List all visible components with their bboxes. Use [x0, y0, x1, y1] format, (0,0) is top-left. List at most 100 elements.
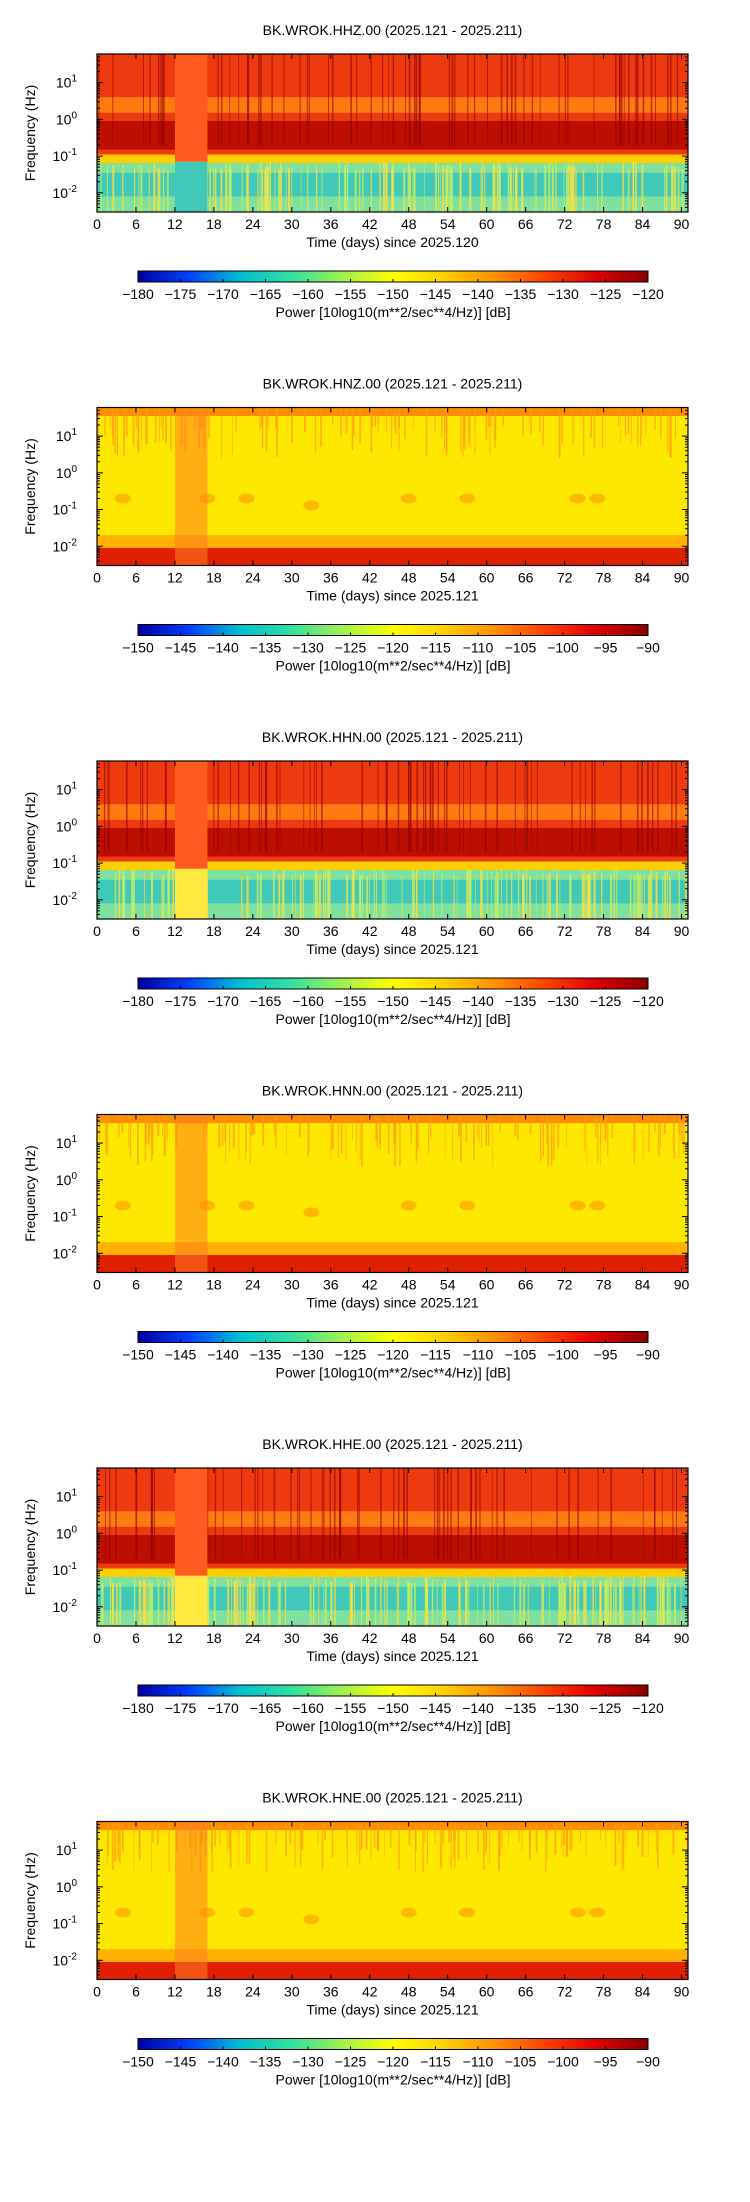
low-freq-streak: [465, 1581, 467, 1626]
colorbar-tick-label: −145: [165, 640, 197, 656]
low-freq-streak: [366, 876, 369, 919]
transient-streak: [458, 761, 460, 852]
low-freq-streak: [315, 166, 318, 212]
transient-streak: [129, 1114, 132, 1159]
transient-streak: [500, 54, 503, 145]
low-freq-streak: [338, 161, 340, 212]
low-freq-streak: [307, 163, 309, 212]
low-freq-streak: [386, 1580, 388, 1626]
low-freq-streak: [620, 1581, 623, 1626]
colorbar-tick-label: −95: [594, 2054, 618, 2070]
low-freq-streak: [354, 168, 357, 212]
low-freq-streak: [519, 1579, 522, 1626]
low-freq-streak: [613, 870, 615, 919]
low-freq-streak: [410, 1583, 413, 1626]
low-freq-streak: [542, 1582, 545, 1626]
low-freq-streak: [424, 164, 425, 212]
data-gap-upper: [174, 54, 208, 162]
transient-streak: [306, 54, 308, 145]
transient-streak: [376, 1114, 379, 1148]
x-tick-label: 42: [362, 216, 378, 232]
low-freq-streak: [678, 870, 680, 919]
x-tick-label: 0: [93, 1630, 101, 1646]
low-freq-streak: [583, 1581, 585, 1626]
transient-streak: [660, 407, 662, 439]
y-tick-label: 100: [56, 110, 78, 127]
low-freq-streak: [288, 167, 290, 212]
transient-streak: [220, 407, 222, 459]
low-freq-streak: [274, 164, 276, 212]
transient-streak: [672, 1821, 675, 1855]
transient-streak: [166, 1114, 168, 1139]
low-freq-streak: [325, 1579, 327, 1626]
transient-streak: [321, 1468, 323, 1559]
colorbar: −180 −175 −170 −165 −160 −155 −150 −145 −140 −135…: [122, 1684, 664, 1734]
low-freq-streak: [384, 874, 385, 919]
low-freq-streak: [368, 1579, 370, 1626]
x-tick-label: 66: [518, 1630, 534, 1646]
low-freq-streak: [123, 875, 126, 919]
transient-streak: [258, 54, 260, 145]
transient-streak: [487, 1114, 490, 1147]
x-tick-label: 90: [674, 1630, 690, 1646]
transient-streak: [564, 54, 566, 145]
transient-streak: [473, 54, 476, 145]
transient-streak: [320, 407, 322, 447]
low-freq-streak: [469, 871, 471, 919]
y-tick-label: 101: [56, 1488, 78, 1505]
transient-streak: [275, 1821, 277, 1846]
colorbar-tick-label: −130: [547, 1700, 579, 1716]
colorbar-tick-label: −145: [420, 286, 452, 302]
transient-streak: [168, 1821, 170, 1872]
low-freq-streak: [681, 169, 684, 212]
transient-streak: [393, 1114, 396, 1144]
transient-streak: [467, 54, 469, 145]
transient-streak: [149, 54, 151, 145]
transient-streak: [265, 1821, 268, 1872]
low-freq-streak: [375, 871, 377, 919]
low-freq-streak: [382, 868, 384, 919]
colorbar-tick-label: −100: [547, 1347, 579, 1363]
spectrogram-image: [97, 761, 688, 919]
transient-streak: [450, 1468, 452, 1559]
x-tick-label: 36: [323, 570, 339, 586]
low-freq-streak: [627, 169, 629, 212]
low-freq-streak: [526, 869, 528, 919]
transient-streak: [377, 407, 379, 432]
transient-streak: [635, 54, 637, 145]
transient-streak: [657, 1821, 659, 1869]
transient-streak: [146, 761, 149, 852]
transient-streak: [625, 1821, 627, 1850]
transient-streak: [249, 1114, 251, 1165]
low-freq-streak: [633, 1577, 635, 1626]
low-freq-streak: [114, 871, 117, 919]
transient-streak: [617, 407, 620, 427]
low-freq-streak: [100, 164, 102, 212]
x-tick-label: 18: [206, 1984, 222, 2000]
colorbar-tick-label: −155: [335, 286, 367, 302]
low-freq-streak: [630, 873, 632, 919]
low-freq-streak: [655, 871, 658, 919]
colorbar-tick-label: −170: [207, 993, 239, 1009]
low-freq-streak: [628, 165, 630, 212]
x-tick-label: 24: [245, 1277, 261, 1293]
low-freq-streak: [291, 167, 293, 212]
transient-streak: [579, 761, 581, 852]
transient-streak: [651, 761, 654, 852]
transient-streak: [445, 407, 447, 452]
transient-streak: [642, 54, 644, 145]
y-axis-label: Frequency (Hz): [22, 792, 38, 888]
low-freq-streak: [111, 1583, 114, 1626]
low-freq-streak: [548, 163, 550, 212]
x-tick-label: 12: [167, 1630, 183, 1646]
transient-streak: [359, 1821, 361, 1865]
transient-streak: [331, 1114, 334, 1150]
low-freq-streak: [584, 1581, 587, 1626]
transient-streak: [554, 1821, 557, 1855]
colorbar-tick-label: −140: [462, 286, 494, 302]
colorbar-tick-label: −110: [463, 640, 494, 656]
transient-streak: [529, 407, 530, 425]
transient-streak: [217, 54, 219, 145]
low-freq-streak: [550, 875, 551, 919]
low-freq-streak: [149, 1583, 152, 1626]
